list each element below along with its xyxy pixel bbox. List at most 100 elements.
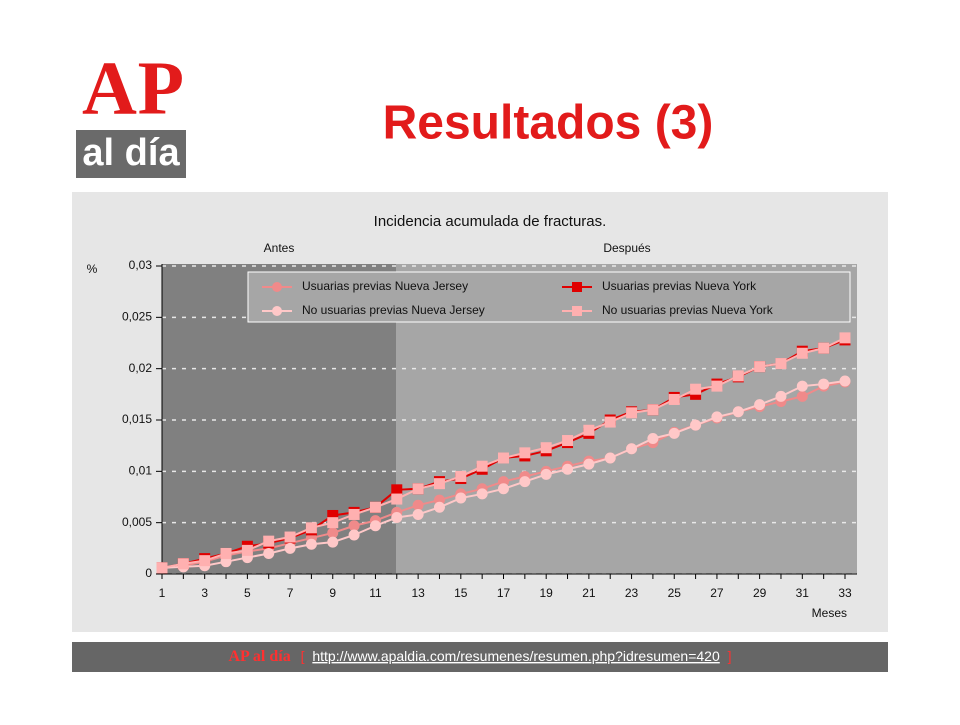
x-tick-label: 25: [668, 586, 682, 600]
legend: [247, 271, 851, 323]
point: [412, 508, 424, 520]
x-tick-label: 33: [838, 586, 852, 600]
x-tick-label: 17: [497, 586, 511, 600]
annotation: Después: [603, 241, 650, 255]
point: [604, 416, 616, 428]
x-tick-label: 21: [582, 586, 596, 600]
x-tick-label: 29: [753, 586, 767, 600]
annotation: Antes: [264, 241, 295, 255]
point: [305, 538, 317, 550]
point: [391, 493, 403, 505]
point: [263, 547, 275, 559]
point: [754, 399, 766, 411]
point: [583, 458, 595, 470]
legend-label: No usuarias previas Nueva Jersey: [302, 303, 485, 317]
point: [711, 411, 723, 423]
legend-marker: [572, 306, 582, 316]
x-tick-label: 11: [369, 586, 382, 600]
point: [284, 531, 296, 543]
point: [412, 483, 424, 495]
x-tick-label: 23: [625, 586, 639, 600]
footer-bracket: ]: [728, 648, 732, 664]
point: [690, 383, 702, 395]
point: [284, 542, 296, 554]
point: [476, 488, 488, 500]
footer-bracket: [: [301, 648, 305, 664]
point: [796, 380, 808, 392]
x-tick-label: 27: [710, 586, 724, 600]
legend-marker: [572, 282, 582, 292]
point: [775, 390, 787, 402]
y-tick-label: 0,03: [129, 258, 153, 272]
legend-label: Usuarias previas Nueva Jersey: [302, 279, 468, 293]
legend-label: Usuarias previas Nueva York: [602, 279, 757, 293]
point: [455, 492, 467, 504]
point: [263, 535, 275, 547]
point: [455, 470, 467, 482]
x-tick-label: 9: [329, 586, 336, 600]
point: [241, 544, 253, 556]
point: [369, 501, 381, 513]
x-tick-label: 3: [201, 586, 208, 600]
x-tick-label: 1: [159, 586, 166, 600]
point: [818, 342, 830, 354]
point: [199, 555, 211, 567]
point: [818, 378, 830, 390]
point: [519, 447, 531, 459]
point: [220, 547, 232, 559]
point: [754, 361, 766, 373]
point: [626, 407, 638, 419]
point: [433, 478, 445, 490]
point: [711, 380, 723, 392]
y-tick-label: 0: [145, 566, 152, 580]
point: [668, 427, 680, 439]
legend-marker: [272, 306, 282, 316]
footer-bar: [72, 642, 888, 672]
point: [348, 508, 360, 520]
point: [775, 358, 787, 370]
point: [796, 347, 808, 359]
point: [540, 442, 552, 454]
point: [690, 419, 702, 431]
x-tick-label: 5: [244, 586, 251, 600]
point: [796, 390, 808, 402]
logo-ap: AP: [82, 46, 184, 130]
point: [562, 463, 574, 475]
point: [498, 452, 509, 464]
x-tick-label: 15: [454, 586, 468, 600]
chart-title: Incidencia acumulada de fracturas.: [374, 213, 607, 230]
x-tick-label: 7: [287, 586, 294, 600]
point: [540, 468, 552, 480]
legend-marker: [272, 282, 282, 292]
slide-title: Resultados (3): [383, 97, 714, 150]
y-tick-label: 0,01: [129, 464, 153, 478]
point: [391, 484, 403, 496]
y-axis-label: %: [87, 262, 98, 276]
x-axis-label: Meses: [812, 606, 847, 620]
point: [305, 522, 317, 534]
y-tick-label: 0,02: [129, 361, 153, 375]
y-tick-label: 0,005: [122, 515, 152, 529]
point: [839, 375, 851, 387]
y-tick-label: 0,015: [122, 412, 152, 426]
point: [839, 332, 851, 344]
point: [668, 393, 680, 405]
point: [348, 520, 360, 532]
point: [327, 517, 339, 529]
point: [498, 483, 509, 495]
point: [177, 558, 189, 570]
footer-brand: AP al día: [228, 648, 290, 665]
point: [583, 424, 595, 436]
point: [412, 499, 424, 511]
point: [476, 460, 488, 472]
footer-link[interactable]: http://www.apaldia.com/resumenes/resumen…: [312, 648, 720, 664]
point: [391, 512, 403, 524]
point: [369, 520, 381, 532]
legend-label: No usuarias previas Nueva York: [602, 303, 774, 317]
point: [562, 435, 574, 447]
point: [348, 529, 360, 541]
x-tick-label: 31: [796, 586, 810, 600]
point: [327, 536, 339, 548]
point: [433, 501, 445, 513]
x-tick-label: 19: [540, 586, 554, 600]
